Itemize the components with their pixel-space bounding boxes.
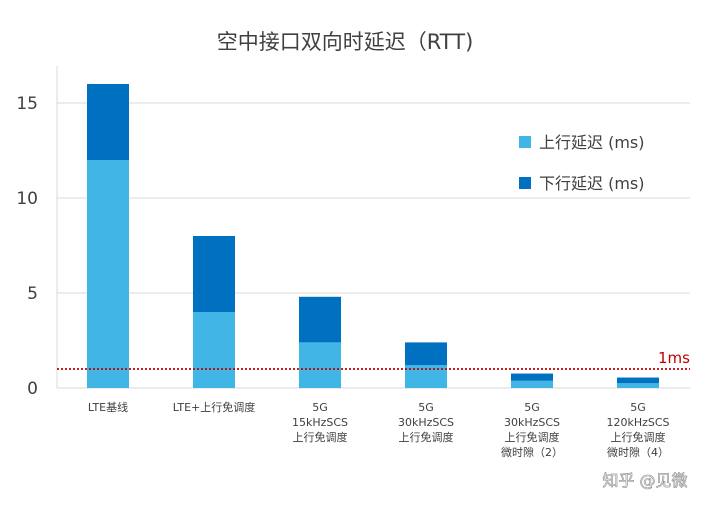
bar-uplink [405,365,447,388]
x-tick-label: 微时隙（4） [607,445,669,459]
y-tick-label: 15 [16,94,38,114]
gridlines [56,66,690,389]
x-tick-label: 上行免调度 [611,430,666,444]
bar-downlink [193,236,235,312]
legend-swatch [519,177,531,189]
watermark: 知乎 @见微 [602,471,687,490]
x-tick-label: LTE+上行免调度 [173,400,256,414]
x-tick-label: 上行免调度 [505,430,560,444]
x-tick-label: 120kHzSCS [606,416,669,429]
bar-uplink [511,380,553,388]
x-tick-label: 5G [524,401,540,414]
bar-downlink [299,296,341,343]
y-tick-label: 0 [27,379,38,399]
x-tick-label: 5G [312,401,328,414]
reference-line-label: 1ms [658,349,690,367]
bar-uplink [87,160,129,388]
reference-line-group: 1ms [57,349,690,370]
x-tick-label: 上行免调度 [399,430,454,444]
x-tick-label: 30kHzSCS [504,416,560,429]
bar-uplink [617,383,659,388]
bar-uplink [299,342,341,388]
bar-downlink [617,377,659,384]
x-axis-labels: LTE基线 LTE+上行免调度 5G15kHzSCS上行免调度5G30kHzSCS上… [88,400,670,459]
legend-label: 上行延迟 (ms) [539,133,645,152]
bar-marks [87,84,659,388]
chart-title: 空中接口双向时延迟（RTT) [217,30,474,54]
legend-swatch [519,136,531,148]
x-tick-label: 15kHzSCS [292,416,348,429]
legend: 上行延迟 (ms) 下行延迟 (ms) [519,133,645,193]
legend-label: 下行延迟 (ms) [539,174,645,193]
x-tick-label: 上行免调度 [293,430,348,444]
x-tick-label: 5G [418,401,434,414]
x-tick-label: LTE基线 [88,400,128,414]
y-tick-label: 10 [16,189,38,209]
bar-downlink [405,342,447,366]
bar-downlink [511,373,553,381]
bar-uplink [193,312,235,388]
y-axis-ticks: 0 5 10 15 [16,94,38,399]
x-tick-label: 5G [630,401,646,414]
bar-downlink [87,84,129,160]
x-tick-label: 微时隙（2） [501,445,563,459]
x-tick-label: 30kHzSCS [398,416,454,429]
y-tick-label: 5 [27,284,38,304]
